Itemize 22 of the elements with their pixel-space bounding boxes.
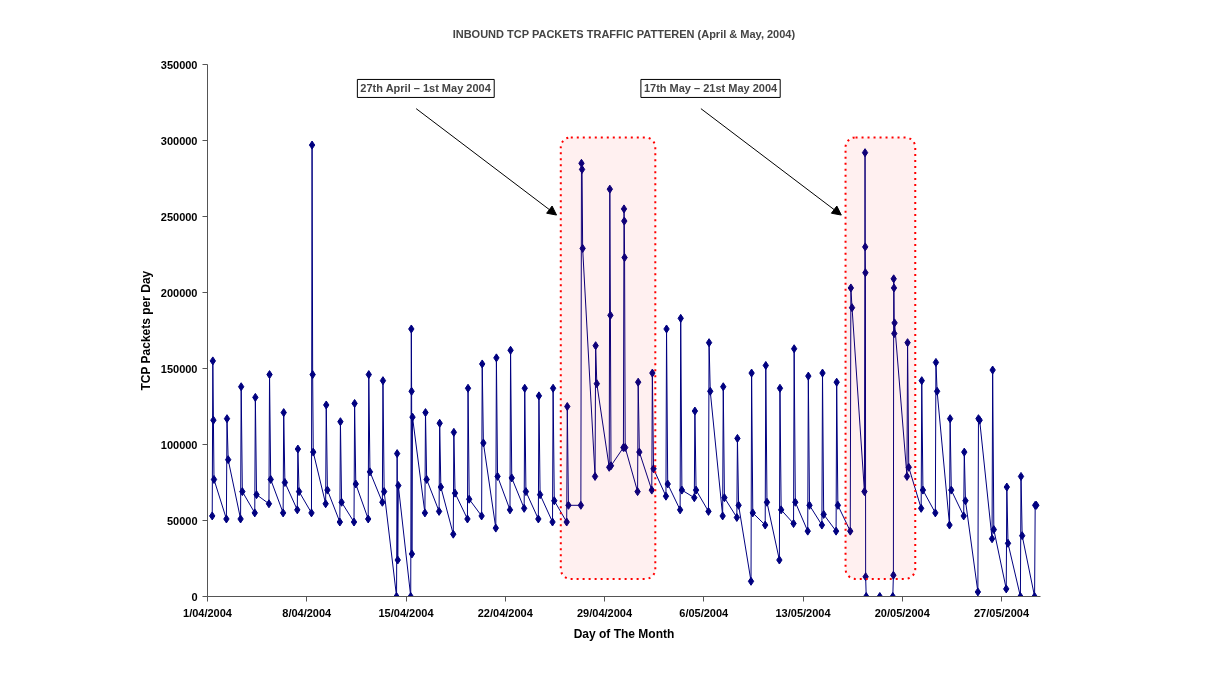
- x-tick-label: 13/05/2004: [775, 606, 832, 619]
- chart-title: INBOUND TCP PACKETS TRAFFIC PATTEREN (April & May, 2004): [452, 27, 796, 40]
- x-tick-label: 22/04/2004: [477, 606, 534, 619]
- y-tick-label: 100000: [160, 438, 198, 451]
- x-axis-title: Day of The Month: [573, 626, 675, 641]
- y-tick-label: 300000: [160, 134, 198, 147]
- x-tick-label: 20/05/2004: [874, 606, 931, 619]
- y-tick-label: 150000: [160, 362, 198, 375]
- x-tick-label: 15/04/2004: [378, 606, 435, 619]
- y-tick-label: 0: [191, 590, 198, 603]
- x-tick-label: 8/04/2004: [282, 606, 333, 619]
- y-tick-label: 200000: [160, 286, 198, 299]
- x-tick-label: 1/04/2004: [183, 606, 233, 619]
- band-label: 27th April – 1st May 2004: [360, 82, 492, 95]
- y-tick-label: 50000: [166, 514, 198, 527]
- x-tick-label: 6/05/2004: [679, 606, 730, 619]
- x-tick-label: 29/04/2004: [576, 606, 633, 619]
- y-axis-title: TCP Packets per Day: [138, 270, 153, 391]
- y-tick-label: 350000: [160, 58, 198, 71]
- y-tick-label: 250000: [160, 210, 198, 223]
- band-label: 17th May – 21st May 2004: [643, 82, 779, 95]
- x-tick-label: 27/05/2004: [973, 606, 1030, 619]
